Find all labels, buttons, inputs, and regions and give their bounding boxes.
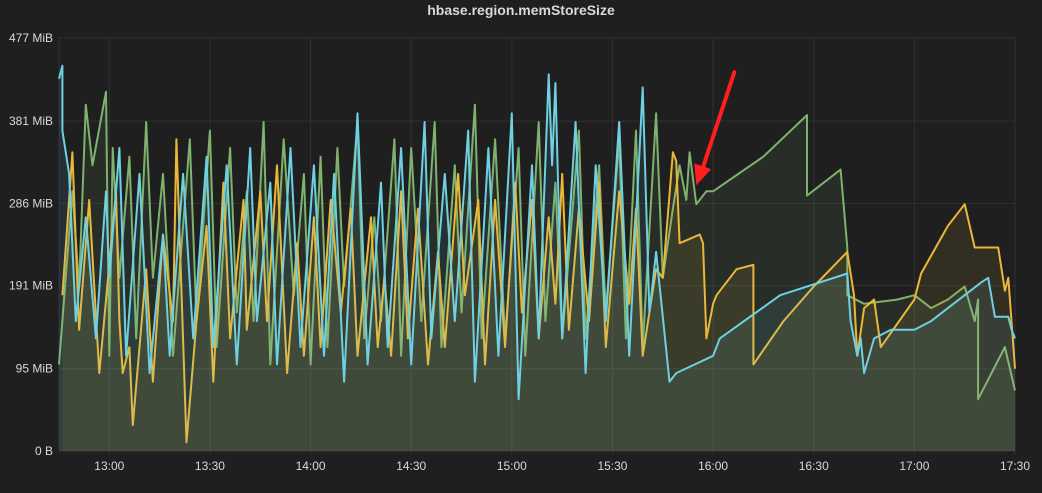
y-tick-label: 477 MiB xyxy=(9,31,53,45)
x-tick-label: 16:00 xyxy=(698,459,728,473)
y-tick-label: 381 MiB xyxy=(9,114,53,128)
y-axis: 0 B 95 MiB 191 MiB 286 MiB 381 MiB 477 MiB xyxy=(9,31,53,458)
y-tick-label: 0 B xyxy=(35,444,53,458)
x-tick-label: 13:30 xyxy=(195,459,225,473)
arrow-head xyxy=(694,163,712,186)
series-2-line[interactable] xyxy=(58,64,1016,401)
arrow-shaft xyxy=(700,70,737,172)
series-1-area xyxy=(62,139,1015,452)
x-tick-label: 13:00 xyxy=(94,459,124,473)
x-axis: 13:00 13:30 14:00 14:30 15:00 15:30 16:00 16:30… xyxy=(94,459,1030,473)
series-0-line[interactable] xyxy=(58,90,1016,401)
x-tick-label: 16:30 xyxy=(799,459,829,473)
y-tick-label: 95 MiB xyxy=(16,362,53,376)
series-1-line[interactable] xyxy=(61,138,1016,444)
annotation-layer xyxy=(694,70,737,186)
y-tick-label: 286 MiB xyxy=(9,196,53,210)
series-2-area xyxy=(59,65,1015,451)
chart-title: hbase.region.memStoreSize xyxy=(427,2,615,18)
x-tick-label: 15:00 xyxy=(497,459,527,473)
series-layer xyxy=(58,64,1016,452)
x-tick-label: 14:30 xyxy=(396,459,426,473)
y-tick-label: 191 MiB xyxy=(9,279,53,293)
x-tick-label: 15:30 xyxy=(597,459,627,473)
x-tick-label: 14:00 xyxy=(296,459,326,473)
x-tick-label: 17:30 xyxy=(1000,459,1030,473)
x-tick-label: 17:00 xyxy=(899,459,929,473)
